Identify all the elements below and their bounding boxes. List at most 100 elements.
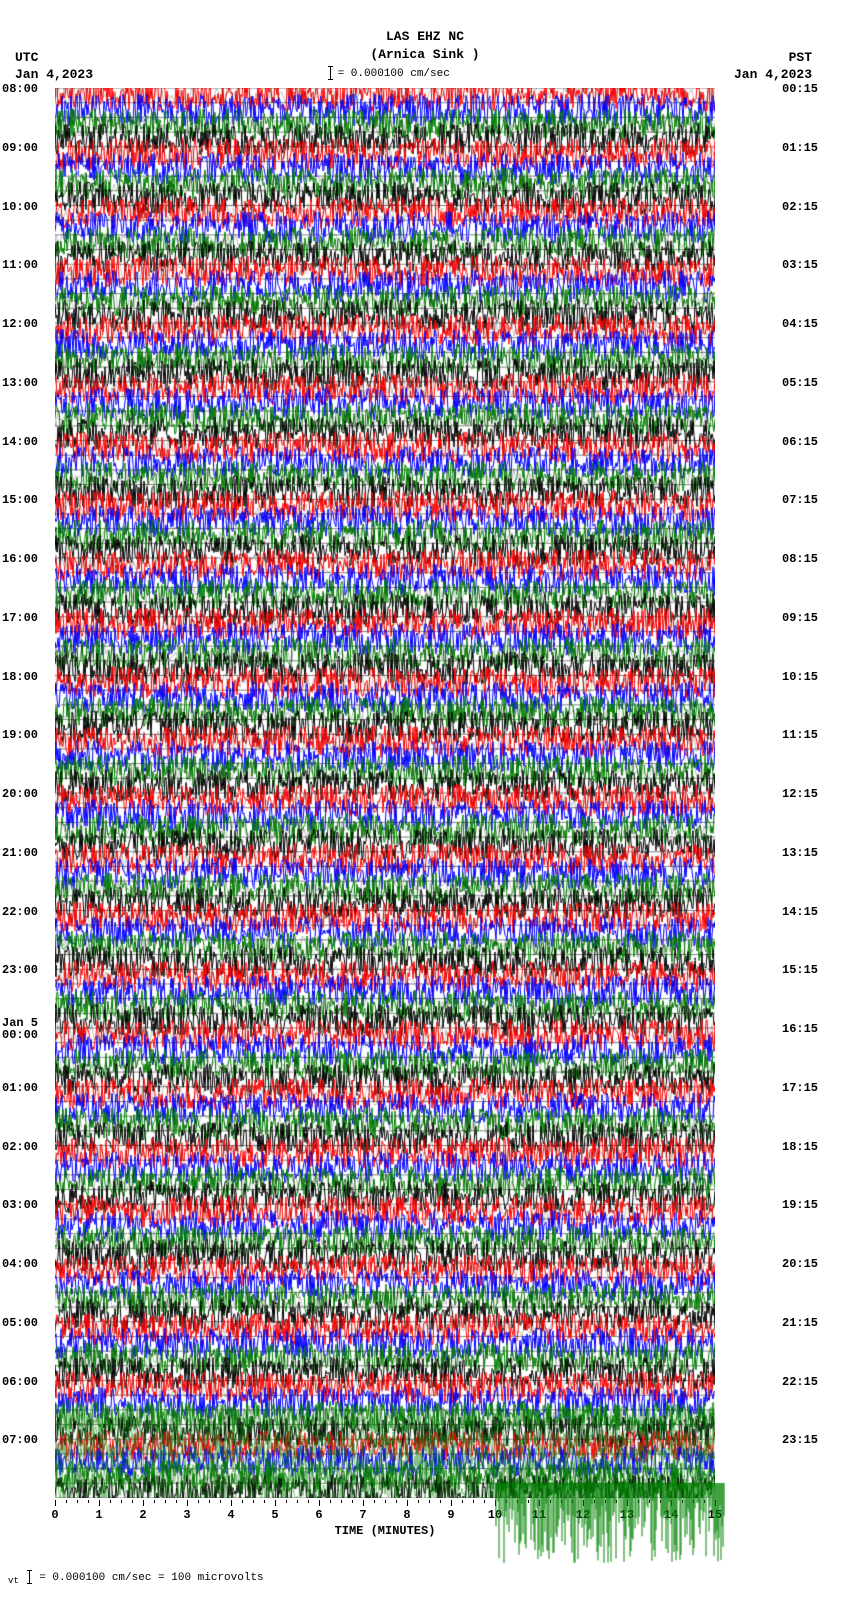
x-tick	[715, 1500, 716, 1506]
x-minor-tick	[165, 1500, 166, 1503]
x-tick-label: 2	[139, 1508, 146, 1522]
x-minor-tick	[374, 1500, 375, 1503]
utc-hour-label: 16:00	[2, 552, 38, 566]
x-tick-label: 11	[532, 1508, 546, 1522]
x-minor-tick	[528, 1500, 529, 1503]
x-minor-tick	[682, 1500, 683, 1503]
x-minor-tick	[660, 1500, 661, 1503]
utc-hour-label: 00:00	[2, 1028, 38, 1042]
x-tick-label: 15	[708, 1508, 722, 1522]
x-tick	[451, 1500, 452, 1506]
x-minor-tick	[396, 1500, 397, 1503]
x-tick-label: 9	[447, 1508, 454, 1522]
x-tick	[55, 1500, 56, 1506]
utc-hour-label: 19:00	[2, 728, 38, 742]
x-minor-tick	[693, 1500, 694, 1503]
timezone-right: PST Jan 4,2023	[734, 50, 812, 84]
x-minor-tick	[594, 1500, 595, 1503]
x-tick	[99, 1500, 100, 1506]
tz-right-label: PST	[734, 50, 812, 67]
x-tick-label: 7	[359, 1508, 366, 1522]
x-minor-tick	[66, 1500, 67, 1503]
timezone-left: UTC Jan 4,2023	[15, 50, 93, 84]
x-minor-tick	[132, 1500, 133, 1503]
x-minor-tick	[517, 1500, 518, 1503]
pst-hour-label: 03:15	[782, 258, 818, 272]
x-minor-tick	[473, 1500, 474, 1503]
x-minor-tick	[297, 1500, 298, 1503]
x-tick-label: 12	[576, 1508, 590, 1522]
utc-hour-label: 09:00	[2, 141, 38, 155]
tz-left-label: UTC	[15, 50, 93, 67]
utc-hour-label: 12:00	[2, 317, 38, 331]
footer-scale-text: = 0.000100 cm/sec = 100 microvolts	[39, 1572, 263, 1584]
x-tick	[143, 1500, 144, 1506]
pst-hour-label: 14:15	[782, 905, 818, 919]
utc-hour-label: 03:00	[2, 1198, 38, 1212]
pst-hour-label: 12:15	[782, 787, 818, 801]
pst-hour-label: 04:15	[782, 317, 818, 331]
x-tick	[671, 1500, 672, 1506]
utc-hour-label: 18:00	[2, 670, 38, 684]
x-minor-tick	[330, 1500, 331, 1503]
x-minor-tick	[253, 1500, 254, 1503]
pst-hour-label: 22:15	[782, 1375, 818, 1389]
utc-hour-label: 23:00	[2, 963, 38, 977]
x-minor-tick	[572, 1500, 573, 1503]
x-minor-tick	[440, 1500, 441, 1503]
seismogram-canvas	[55, 88, 715, 1498]
x-tick	[275, 1500, 276, 1506]
pst-hour-label: 09:15	[782, 611, 818, 625]
utc-hour-label: 11:00	[2, 258, 38, 272]
x-minor-tick	[429, 1500, 430, 1503]
x-axis: TIME (MINUTES) 0123456789101112131415	[55, 1500, 715, 1560]
pst-hour-label: 02:15	[782, 200, 818, 214]
x-minor-tick	[649, 1500, 650, 1503]
utc-hour-label: 14:00	[2, 435, 38, 449]
x-minor-tick	[264, 1500, 265, 1503]
scale-reference: = 0.000100 cm/sec	[330, 66, 450, 80]
x-minor-tick	[506, 1500, 507, 1503]
x-tick-label: 5	[271, 1508, 278, 1522]
x-minor-tick	[77, 1500, 78, 1503]
pst-hour-label: 05:15	[782, 376, 818, 390]
x-tick-label: 1	[95, 1508, 102, 1522]
helicorder-plot	[55, 88, 715, 1498]
utc-hour-label: 04:00	[2, 1257, 38, 1271]
x-minor-tick	[352, 1500, 353, 1503]
x-tick-label: 14	[664, 1508, 678, 1522]
pst-hour-label: 13:15	[782, 846, 818, 860]
x-minor-tick	[176, 1500, 177, 1503]
x-minor-tick	[209, 1500, 210, 1503]
x-tick	[627, 1500, 628, 1506]
pst-hour-label: 20:15	[782, 1257, 818, 1271]
pst-hour-label: 06:15	[782, 435, 818, 449]
x-tick	[407, 1500, 408, 1506]
pst-hour-label: 21:15	[782, 1316, 818, 1330]
x-tick	[319, 1500, 320, 1506]
pst-hour-label: 00:15	[782, 82, 818, 96]
x-tick-label: 4	[227, 1508, 234, 1522]
pst-hour-label: 23:15	[782, 1433, 818, 1447]
x-tick	[363, 1500, 364, 1506]
x-tick	[231, 1500, 232, 1506]
utc-hour-label: 02:00	[2, 1140, 38, 1154]
scale-text: = 0.000100 cm/sec	[338, 68, 450, 80]
x-tick	[495, 1500, 496, 1506]
x-minor-tick	[308, 1500, 309, 1503]
x-minor-tick	[616, 1500, 617, 1503]
x-tick-label: 10	[488, 1508, 502, 1522]
x-minor-tick	[286, 1500, 287, 1503]
x-minor-tick	[220, 1500, 221, 1503]
utc-hour-label: 22:00	[2, 905, 38, 919]
pst-hour-label: 10:15	[782, 670, 818, 684]
title-line1: LAS EHZ NC	[0, 28, 850, 46]
utc-hour-label: 06:00	[2, 1375, 38, 1389]
utc-hour-label: 07:00	[2, 1433, 38, 1447]
pst-hour-label: 07:15	[782, 493, 818, 507]
chart-title: LAS EHZ NC (Arnica Sink )	[0, 28, 850, 64]
pst-hour-label: 19:15	[782, 1198, 818, 1212]
utc-hour-label: 05:00	[2, 1316, 38, 1330]
x-minor-tick	[121, 1500, 122, 1503]
x-minor-tick	[550, 1500, 551, 1503]
